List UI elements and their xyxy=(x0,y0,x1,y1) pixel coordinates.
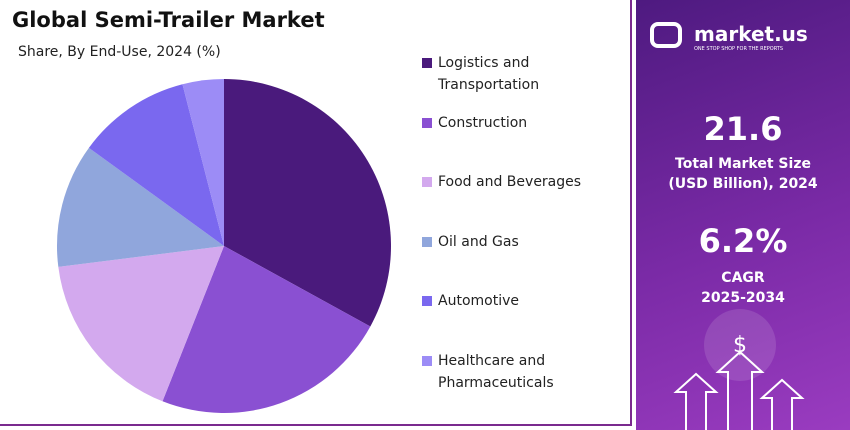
pie-slice xyxy=(182,79,224,246)
legend-swatch xyxy=(422,117,432,128)
legend-swatch xyxy=(422,58,432,68)
legend-swatch xyxy=(422,236,432,247)
legend-swatch xyxy=(422,296,432,306)
chart-subtitle: Share, By End-Use, 2024 (%) xyxy=(18,44,221,60)
legend-item: Food and Beverages xyxy=(422,171,592,193)
logo-icon xyxy=(650,22,682,48)
tagline: ONE STOP SHOP FOR THE REPORTS xyxy=(694,46,784,52)
legend-label: Logistics and Transportation xyxy=(438,55,540,93)
cagr-label: CAGR xyxy=(721,270,765,286)
legend-item: Construction xyxy=(422,112,592,134)
legend-label: Food and Beverages xyxy=(438,174,582,190)
market-size: 21.6 xyxy=(703,110,783,148)
legend-swatch xyxy=(422,355,432,366)
legend-item: Oil and Gas xyxy=(422,231,592,253)
pie-slice xyxy=(88,84,224,246)
arrows xyxy=(673,350,805,430)
logo: market.us xyxy=(694,22,808,46)
legend-label: Oil and Gas xyxy=(438,233,519,250)
legend-label: Healthcare and Pharmaceuticals xyxy=(438,352,554,391)
pie-chart xyxy=(57,79,391,414)
legend-label: Construction xyxy=(438,114,528,131)
legend-item: Logistics and Transportation xyxy=(422,52,592,96)
market-size-label: (USD Billion), 2024 xyxy=(668,176,818,192)
pie-slice xyxy=(224,79,391,327)
legend-item: Healthcare and Pharmaceuticals xyxy=(422,350,592,394)
cagr-label: 2025-2034 xyxy=(701,290,785,306)
legend-label: Automotive xyxy=(438,293,519,309)
circle xyxy=(704,309,776,381)
pie-slice xyxy=(58,246,224,402)
pie-slice xyxy=(162,246,371,414)
dollar-icon: $ xyxy=(733,333,747,358)
chart-title: Global Semi-Trailer Market xyxy=(12,8,325,32)
cagr: 6.2% xyxy=(698,222,788,260)
legend-swatch xyxy=(422,177,432,187)
pie-slice xyxy=(57,147,225,267)
chart-panel: Global Semi-Trailer Market Share, By End… xyxy=(0,0,632,426)
side-panel: $ market.us ONE STOP SHOP FOR THE REPORT… xyxy=(636,0,850,430)
legend-item: Automotive xyxy=(422,290,592,312)
market-size-label: Total Market Size xyxy=(675,156,811,172)
decoration: $ xyxy=(650,22,805,430)
